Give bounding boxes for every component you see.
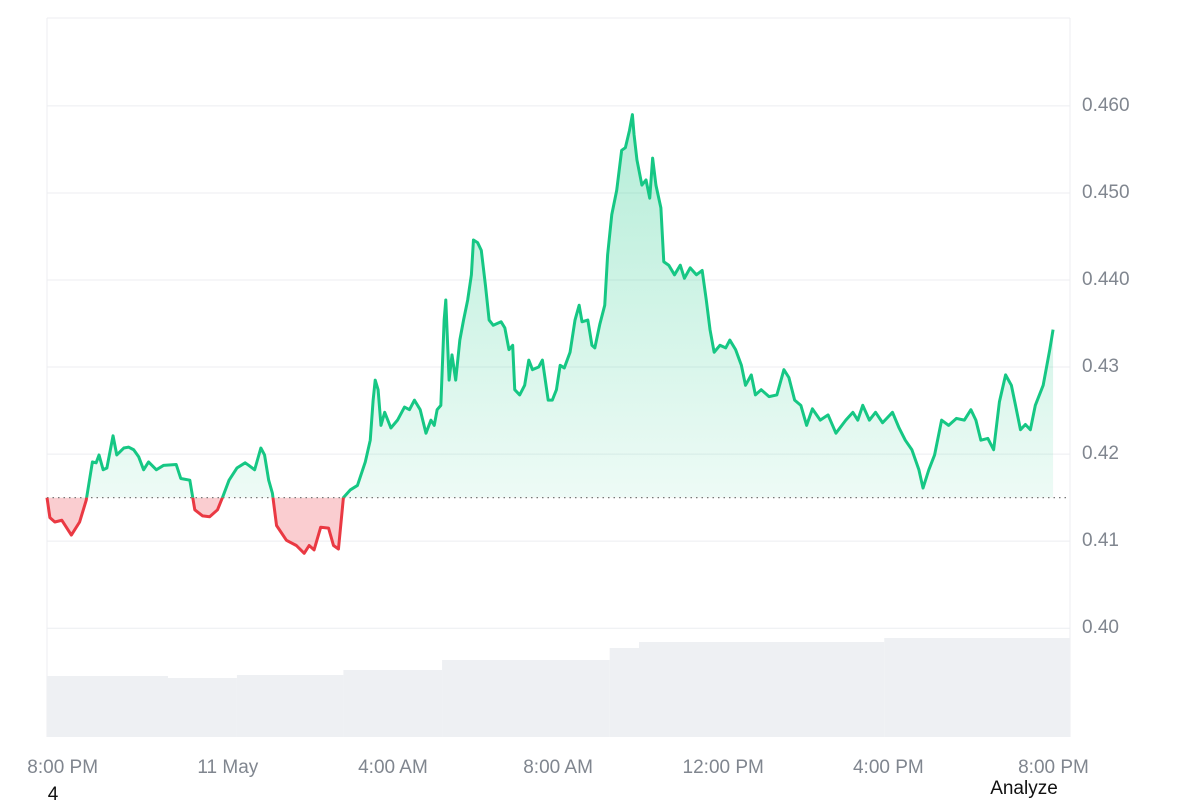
area-up xyxy=(47,114,1054,498)
volume-bar xyxy=(609,648,640,737)
volume-bar xyxy=(884,638,1070,737)
x-tick-label: 4:00 AM xyxy=(358,757,428,778)
y-tick-label: 0.440 xyxy=(1082,269,1130,290)
x-tick-label: 8:00 PM xyxy=(27,757,98,778)
y-tick-label: 0.42 xyxy=(1082,443,1119,464)
x-tick-label: 8:00 AM xyxy=(523,757,593,778)
analyze-button[interactable]: Analyze xyxy=(990,778,1058,799)
volume-bar xyxy=(639,642,885,737)
price-line-up xyxy=(46,113,1055,498)
y-tick-label: 0.43 xyxy=(1082,356,1119,377)
volume-bar xyxy=(236,675,344,737)
x-tick-label: 4:00 PM xyxy=(853,757,924,778)
volume-bar xyxy=(442,660,610,737)
y-tick-label: 0.460 xyxy=(1082,95,1130,116)
volume-bar xyxy=(167,678,237,737)
volume-bar xyxy=(343,670,443,737)
page-number: 4 xyxy=(48,784,59,800)
x-tick-label: 11 May xyxy=(197,757,258,778)
y-tick-label: 0.450 xyxy=(1082,182,1130,203)
x-tick-label: 12:00 PM xyxy=(683,757,764,778)
y-tick-label: 0.41 xyxy=(1082,530,1119,551)
x-tick-label: 8:00 PM xyxy=(1018,757,1089,778)
volume-bar xyxy=(47,676,168,737)
y-tick-label: 0.40 xyxy=(1082,617,1119,638)
